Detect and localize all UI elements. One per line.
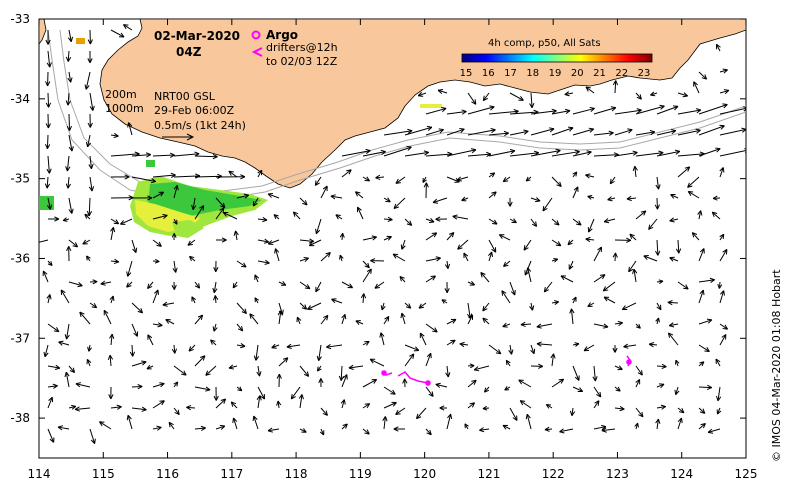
y-tick-label: -37 (10, 331, 30, 345)
y-tick-label: -35 (10, 172, 30, 186)
x-tick-label: 116 (156, 467, 179, 481)
scale-label: 0.5m/s (1kt 24h) (154, 119, 246, 132)
map-date: 02-Mar-2020 (154, 29, 240, 43)
colorbar-tick-label: 17 (504, 68, 517, 79)
x-tick-label: 124 (670, 467, 693, 481)
y-tick-label: -38 (10, 411, 30, 425)
credit-text: © IMOS 04-Mar-2020 01:08 Hobart (770, 269, 783, 462)
x-tick-label: 114 (28, 467, 51, 481)
colorbar-tick-label: 22 (615, 68, 628, 79)
map-time: 04Z (176, 45, 202, 59)
y-tick-label: -34 (10, 92, 30, 106)
argo-legend-label: Argo (266, 28, 298, 42)
colorbar-tick-label: 21 (593, 68, 606, 79)
x-tick-label: 122 (542, 467, 565, 481)
sst-patch-coast-east (420, 104, 442, 108)
sst-patch-nw-orange (76, 38, 85, 44)
product-name: NRT00 GSL (154, 90, 216, 103)
sst-colorbar (462, 54, 652, 62)
colorbar-title: 4h comp, p50, All Sats (488, 38, 601, 49)
product-date: 29-Feb 06:00Z (154, 104, 235, 117)
isobath-label-200: 200m (105, 88, 137, 101)
y-tick-label: -33 (10, 12, 30, 26)
x-tick-label: 119 (349, 467, 372, 481)
y-tick-label: -36 (10, 251, 30, 265)
x-tick-label: 121 (477, 467, 500, 481)
x-tick-label: 118 (285, 467, 308, 481)
x-tick-label: 120 (413, 467, 436, 481)
sst-patch-small-north (146, 160, 155, 167)
drifter-legend-line2: to 02/03 12Z (266, 55, 338, 68)
x-tick-label: 125 (735, 467, 758, 481)
colorbar-tick-label: 23 (638, 68, 651, 79)
colorbar-gradient (462, 54, 652, 62)
colorbar-ticks: 15 16 17 18 19 20 21 22 23 (460, 68, 651, 79)
x-tick-label: 123 (606, 467, 629, 481)
isobath-label-1000: 1000m (105, 102, 144, 115)
colorbar-tick-label: 15 (460, 68, 473, 79)
sst-patch-west (38, 196, 54, 210)
drifter-legend-line1: drifters@12h (266, 41, 338, 54)
colorbar-tick-label: 19 (549, 68, 562, 79)
colorbar-tick-label: 18 (526, 68, 539, 79)
x-tick-label: 115 (92, 467, 115, 481)
x-tick-label: 117 (220, 467, 243, 481)
colorbar-tick-label: 20 (571, 68, 584, 79)
colorbar-tick-label: 16 (482, 68, 495, 79)
